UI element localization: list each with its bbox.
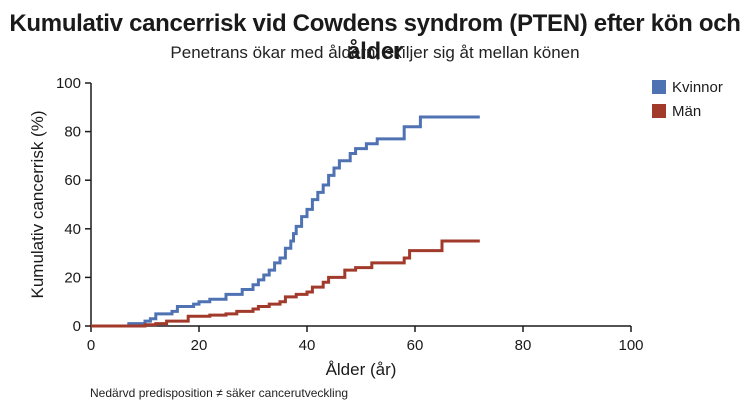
legend-swatch xyxy=(652,80,666,94)
x-tick-label: 0 xyxy=(87,337,95,354)
y-tick-label: 100 xyxy=(56,75,81,92)
legend-label: Män xyxy=(672,103,701,120)
x-axis-title: Ålder (år) xyxy=(326,360,397,379)
x-tick-label: 40 xyxy=(299,337,316,354)
chart-subtitle: Penetrans ökar med åldern, skiljer sig å… xyxy=(170,43,580,62)
legend-label: Kvinnor xyxy=(672,79,723,96)
series-line-kvinnor xyxy=(91,115,480,328)
y-tick-label: 80 xyxy=(64,124,81,141)
x-tick-label: 100 xyxy=(618,337,643,354)
chart-title: Kumulativ cancerrisk vid Cowdens syndrom… xyxy=(9,10,741,65)
y-tick-label: 40 xyxy=(64,221,81,238)
y-tick-label: 20 xyxy=(64,269,81,286)
series-line-man xyxy=(91,239,480,328)
x-tick-label: 20 xyxy=(191,337,208,354)
x-tick-label: 80 xyxy=(515,337,532,354)
y-axis-title: Kumulativ cancerrisk (%) xyxy=(28,111,47,299)
legend-swatch xyxy=(652,104,666,118)
y-tick-label: 60 xyxy=(64,172,81,189)
y-tick-label: 0 xyxy=(73,318,81,335)
chart-footnote: Nedärvd predisposition ≠ säker cancerutv… xyxy=(90,386,349,400)
x-tick-label: 60 xyxy=(407,337,424,354)
